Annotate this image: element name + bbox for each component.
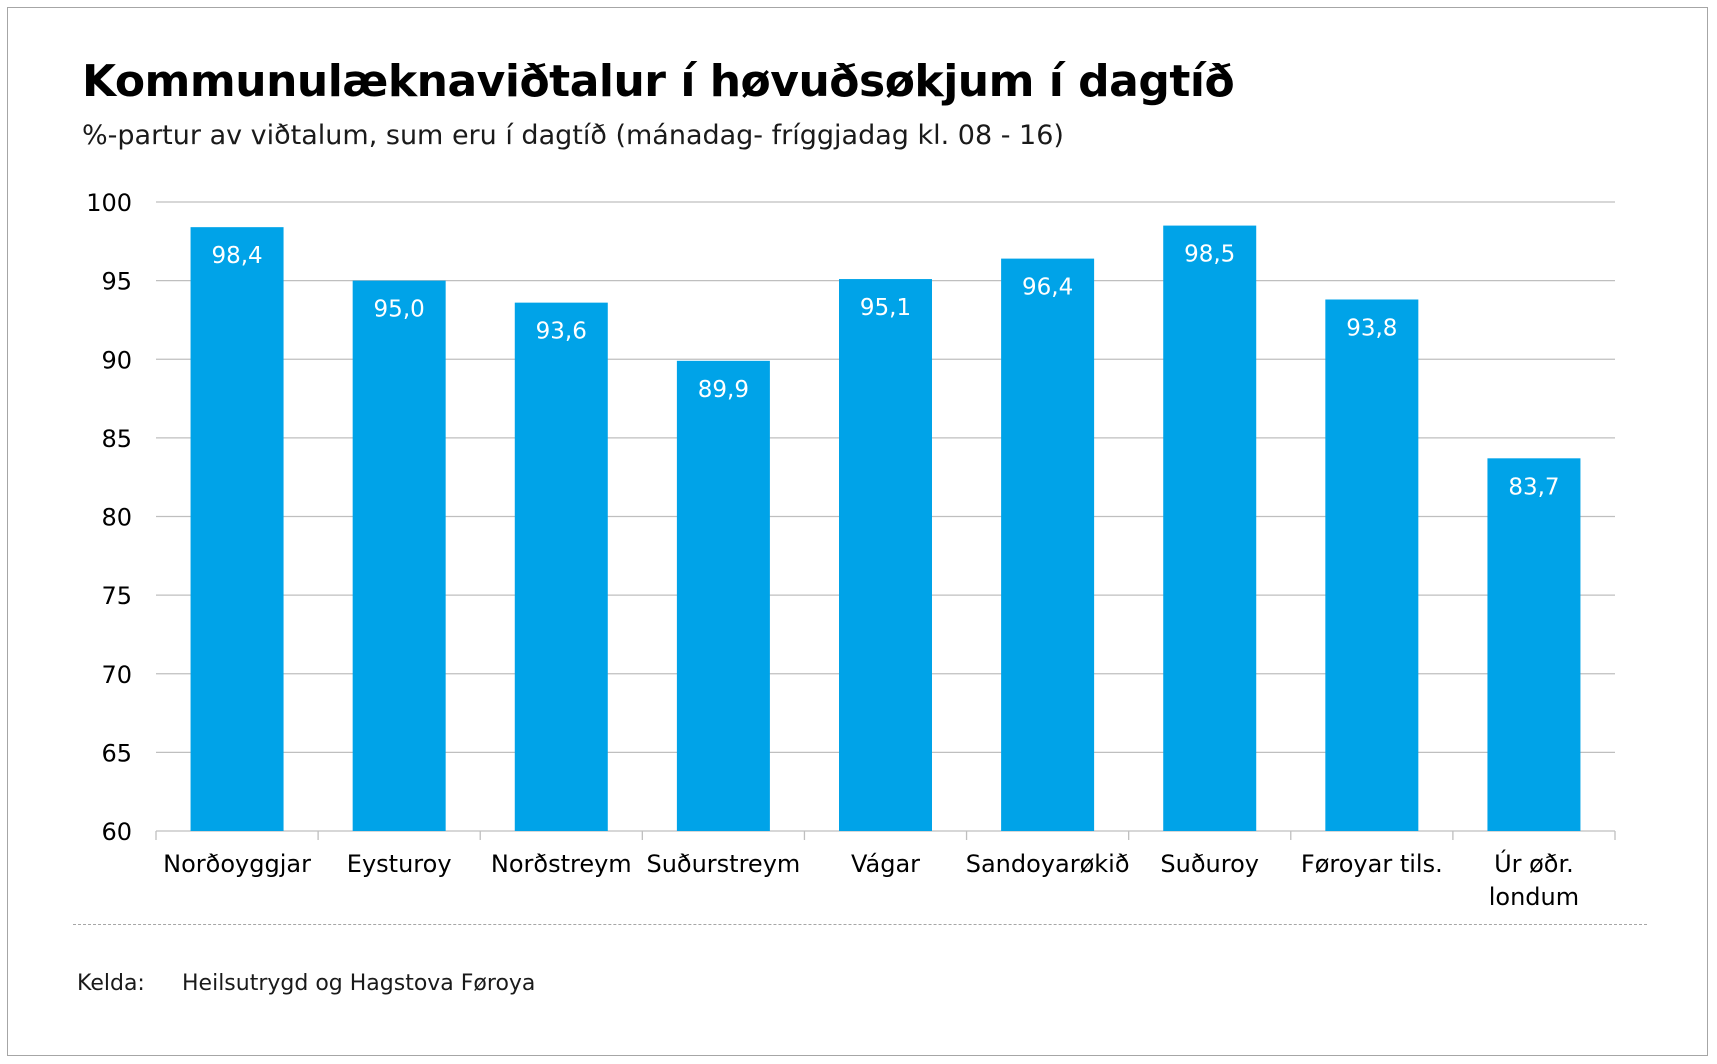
bar xyxy=(1163,225,1257,831)
y-tick-label: 85 xyxy=(101,425,132,453)
chart-frame xyxy=(7,7,1708,1056)
data-label: 95,0 xyxy=(374,297,425,323)
data-label: 96,4 xyxy=(1022,275,1073,301)
source-text: Heilsutrygd og Hagstova Føroya xyxy=(182,971,536,996)
source-label: Kelda: xyxy=(77,971,145,996)
x-category-label: Sandoyarøkið xyxy=(966,850,1130,878)
bar xyxy=(190,227,284,831)
x-category-label: Vágar xyxy=(851,850,920,878)
source-divider xyxy=(73,924,1647,925)
bar xyxy=(839,279,932,831)
y-tick-label: 100 xyxy=(86,189,132,217)
bar xyxy=(676,360,770,831)
x-category-label: Eysturoy xyxy=(347,850,452,878)
chart-title: Kommunulæknaviðtalur í høvuðsøkjum í dag… xyxy=(82,56,1235,107)
bar xyxy=(1325,299,1419,831)
x-category-label: Suðuroy xyxy=(1160,850,1259,878)
y-tick-label: 70 xyxy=(101,661,132,689)
y-tick-label: 95 xyxy=(101,268,132,296)
x-category-label: Norðoyggjar xyxy=(163,850,311,878)
data-label: 98,4 xyxy=(211,243,262,269)
data-label: 93,6 xyxy=(536,319,587,345)
x-category-label: Úr øðr. londum xyxy=(1489,848,1579,911)
x-category-label: Norðstreym xyxy=(491,850,632,878)
bar xyxy=(1487,458,1581,831)
y-tick-label: 65 xyxy=(101,739,132,767)
chart-subtitle: %-partur av viðtalum, sum eru í dagtíð (… xyxy=(82,120,1064,151)
data-label: 93,8 xyxy=(1346,315,1397,341)
y-tick-label: 75 xyxy=(101,582,132,610)
data-label: 89,9 xyxy=(698,377,749,403)
data-label: 98,5 xyxy=(1184,242,1235,268)
bar xyxy=(352,280,446,831)
x-category-label: Føroyar tils. xyxy=(1301,850,1443,878)
data-label: 83,7 xyxy=(1508,474,1559,500)
bar xyxy=(514,302,608,831)
bar xyxy=(1001,258,1095,831)
y-tick-label: 60 xyxy=(101,818,132,846)
y-tick-label: 90 xyxy=(101,346,132,374)
data-label: 95,1 xyxy=(860,295,911,321)
y-tick-label: 80 xyxy=(101,504,132,532)
x-category-label: Suðurstreym xyxy=(646,850,800,878)
